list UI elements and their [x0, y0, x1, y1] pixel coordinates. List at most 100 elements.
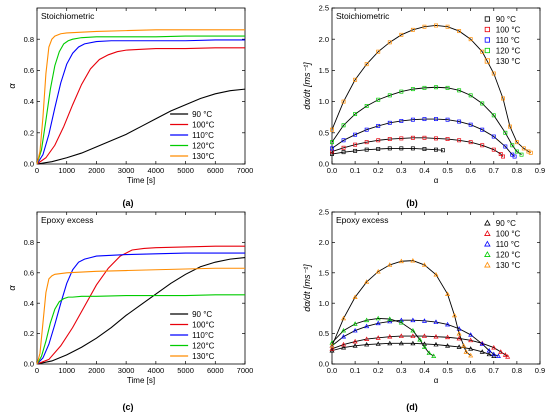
data-point-marker: [422, 135, 427, 140]
fit-line: [331, 86, 522, 156]
x-axis-label: α: [434, 376, 439, 385]
data-point-marker: [445, 24, 450, 29]
data-point-marker: [421, 318, 427, 323]
data-point-marker: [387, 334, 393, 339]
x-tick-label: 0.7: [489, 166, 499, 175]
data-point-marker: [422, 24, 427, 29]
data-point-marker: [468, 140, 473, 145]
data-point-marker: [445, 321, 451, 327]
data-point-marker: [433, 272, 439, 277]
x-tick-label: 1000: [58, 166, 75, 175]
data-point-marker: [434, 136, 438, 141]
data-point-marker: [468, 346, 474, 351]
x-tick-label: 2000: [88, 166, 105, 175]
data-point-marker: [445, 291, 451, 296]
data-point-marker: [468, 37, 473, 42]
data-point-marker: [434, 147, 438, 152]
legend-swatch: [484, 219, 491, 226]
x-tick-label: 6000: [207, 366, 224, 375]
x-tick-label: 0.2: [373, 166, 383, 175]
panel-label: (b): [406, 198, 418, 208]
data-point-marker: [364, 62, 369, 67]
data-point-marker: [491, 134, 496, 139]
series-line: [36, 267, 245, 365]
data-point-marker: [364, 147, 369, 152]
data-point-marker: [491, 351, 497, 357]
data-point-marker: [353, 112, 358, 117]
data-point-marker: [364, 317, 370, 323]
data-point-marker: [434, 117, 438, 122]
data-point-marker: [352, 338, 358, 344]
chart-title: Epoxy excess: [336, 215, 388, 225]
fit-line: [331, 25, 531, 154]
legend-label: 100°C: [192, 321, 215, 330]
data-point-marker: [498, 349, 504, 354]
legend-swatch: [484, 58, 490, 64]
data-point-marker: [410, 327, 416, 333]
plot-frame: [331, 211, 541, 365]
data-point-marker: [399, 32, 404, 37]
data-point-marker: [376, 49, 381, 54]
data-point-marker: [376, 123, 381, 128]
y-tick-label: 0.5: [319, 329, 329, 338]
data-point-marker: [440, 148, 445, 153]
legend-swatch: [484, 37, 490, 43]
data-point-marker: [468, 122, 473, 127]
data-point-marker: [422, 147, 427, 151]
legend-swatch: [484, 26, 490, 33]
legend-label: 100°C: [192, 121, 215, 130]
data-point-marker: [480, 101, 485, 106]
data-point-marker: [398, 340, 404, 346]
x-tick-label: 2000: [88, 366, 105, 375]
y-tick-label: 2.0: [319, 238, 329, 247]
data-point-marker: [486, 351, 492, 357]
data-point-marker: [480, 49, 485, 54]
x-tick-label: 7000: [237, 166, 254, 175]
data-point-marker: [353, 148, 358, 153]
x-tick-label: 0.5: [442, 166, 452, 175]
x-tick-label: 0.3: [396, 366, 406, 375]
data-point-marker: [457, 119, 462, 124]
data-point-marker: [330, 140, 334, 145]
data-point-marker: [341, 341, 347, 347]
legend-swatch: [484, 230, 491, 236]
chart-panel-a: 0 1000 2000 3000 4000 5000 6000 7000 0.0 0.2 0.4 0.…: [7, 7, 254, 185]
data-point-marker: [468, 352, 474, 358]
series-line: [36, 245, 245, 365]
data-point-marker: [410, 117, 415, 122]
x-tick-label: 5000: [177, 166, 194, 175]
x-tick-label: 0.0: [327, 166, 337, 175]
legend-label: 130°C: [192, 352, 215, 361]
data-point-marker: [434, 23, 438, 28]
legend-swatch: [484, 240, 491, 247]
y-tick-label: 0.5: [319, 128, 329, 137]
legend-label: 90 °C: [192, 310, 212, 319]
x-tick-label: 0.8: [512, 166, 522, 175]
data-point-marker: [341, 145, 346, 150]
data-point-marker: [398, 317, 404, 323]
data-point-marker: [387, 318, 393, 324]
series-line: [36, 29, 245, 165]
data-point-marker: [431, 353, 437, 358]
legend-label: 120°C: [192, 342, 215, 351]
y-axis-label: dα/dt [ms⁻¹]: [302, 264, 312, 312]
x-tick-label: 0.8: [512, 366, 522, 375]
x-tick-label: 0.6: [465, 366, 475, 375]
legend-swatch: [484, 47, 490, 54]
x-axis-label: α: [434, 176, 439, 185]
data-point-marker: [364, 104, 369, 108]
data-point-marker: [434, 85, 438, 90]
data-point-marker: [410, 340, 416, 346]
legend-swatch: [484, 16, 490, 22]
data-point-marker: [410, 317, 416, 323]
panel-label: (c): [123, 402, 134, 412]
data-point-marker: [528, 150, 533, 155]
y-axis-label: α: [7, 285, 17, 291]
x-tick-label: 0.4: [419, 166, 429, 175]
y-tick-label: 0.8: [24, 35, 34, 44]
x-tick-label: 7000: [237, 366, 254, 375]
data-point-marker: [445, 343, 451, 348]
data-point-marker: [501, 154, 505, 159]
data-point-marker: [461, 343, 467, 348]
y-tick-label: 2.5: [319, 208, 329, 217]
